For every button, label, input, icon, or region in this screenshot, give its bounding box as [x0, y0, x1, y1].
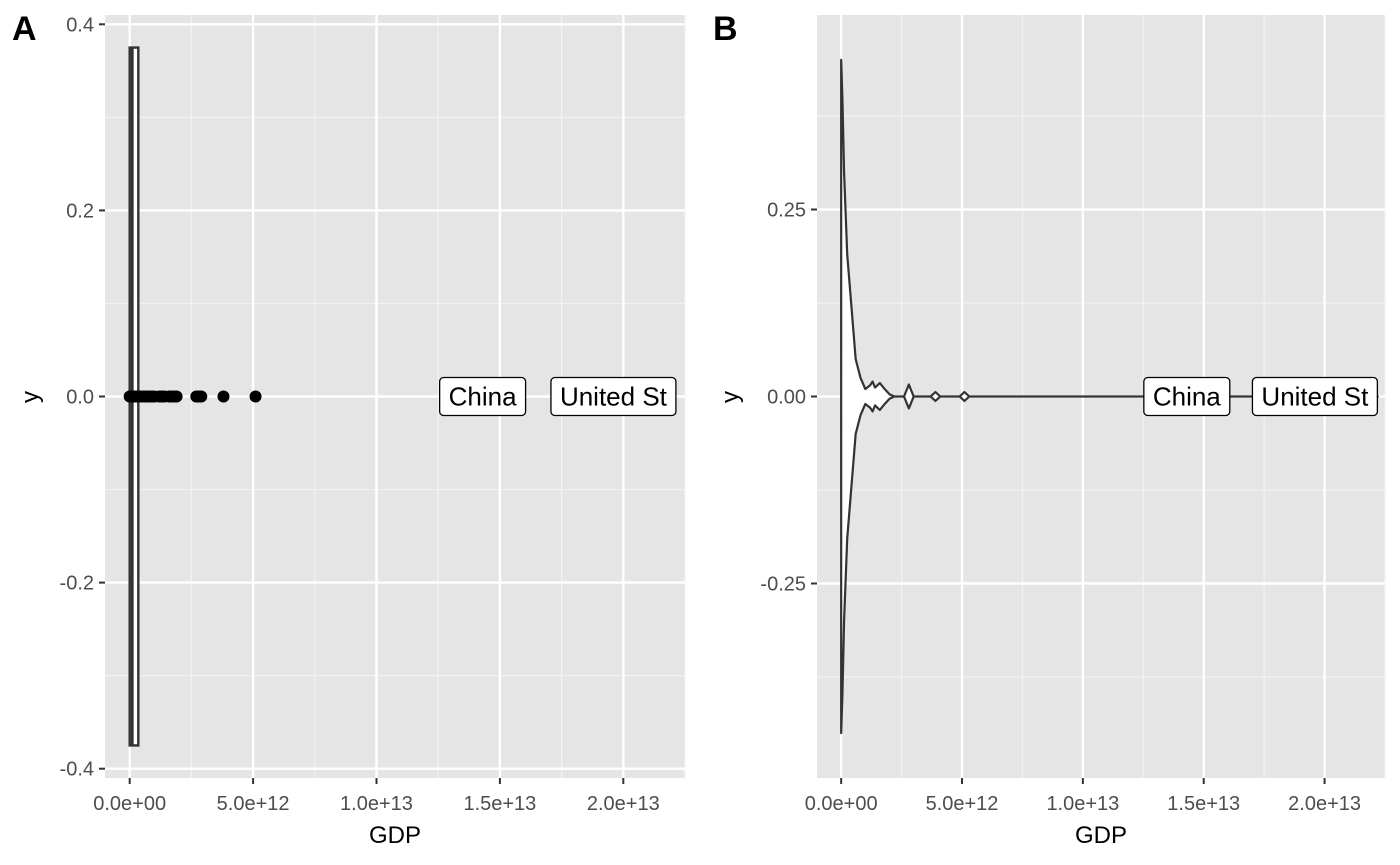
- y-tick-label: -0.4: [60, 759, 94, 781]
- panel-a-y-axis-title: y: [17, 391, 44, 403]
- x-tick-label: 1.5e+13: [1167, 793, 1240, 815]
- panel-a-tag: A: [12, 10, 37, 48]
- x-tick-label: 5.0e+12: [217, 793, 290, 815]
- data-point: [217, 390, 230, 403]
- x-tick-label: 0.0e+00: [93, 793, 166, 815]
- point-label-box: United St: [550, 376, 677, 417]
- y-tick-label: 0.2: [66, 200, 94, 222]
- panel-a-x-axis-title: GDP: [369, 822, 421, 849]
- data-point: [170, 390, 183, 403]
- data-point: [195, 390, 208, 403]
- point-label-frame: [438, 376, 527, 417]
- panel-a-point-labels: China United St: [438, 376, 677, 417]
- x-tick-label: 5.0e+12: [926, 793, 999, 815]
- panel-a-points: [123, 390, 262, 403]
- point-label-frame: [1143, 376, 1231, 417]
- y-tick-label: 0.4: [66, 14, 94, 36]
- point-label-text: China: [1153, 382, 1221, 412]
- point-label-box: China: [438, 376, 527, 417]
- panel-b-point-labels: China United St: [1143, 376, 1379, 417]
- y-tick-label: 0.0: [66, 387, 94, 409]
- panel-b: B China United St 0.25 0.00 -0.25 0.0e+00 5.…: [713, 10, 1386, 849]
- panel-b-x-axis-title: GDP: [1075, 822, 1127, 849]
- x-tick-label: 1.0e+13: [340, 793, 413, 815]
- x-tick-label: 1.0e+13: [1046, 793, 1119, 815]
- x-tick-label: 2.0e+13: [587, 793, 660, 815]
- point-label-text: China: [449, 382, 517, 412]
- x-tick-label: 0.0e+00: [805, 793, 878, 815]
- y-tick-label: 0.25: [767, 199, 806, 221]
- point-label-box: United St: [1251, 376, 1379, 417]
- panel-b-x-ticks: 0.0e+00 5.0e+12 1.0e+13 1.5e+13 2.0e+13: [805, 778, 1361, 815]
- point-label-frame: [1251, 376, 1379, 417]
- panel-a: A China United St 0.4 0.2 0.0 -0.2 -0.4 0.0e+…: [12, 10, 686, 849]
- panel-b-y-ticks: 0.25 0.00 -0.25: [760, 199, 817, 596]
- point-label-frame: [550, 376, 677, 417]
- y-tick-label: -0.2: [60, 573, 94, 595]
- panel-b-tag: B: [713, 10, 738, 48]
- x-tick-label: 2.0e+13: [1288, 793, 1361, 815]
- y-tick-label: 0.00: [767, 387, 806, 409]
- panel-b-y-axis-title: y: [717, 391, 744, 403]
- x-tick-label: 1.5e+13: [463, 793, 536, 815]
- panel-a-x-ticks: 0.0e+00 5.0e+12 1.0e+13 1.5e+13 2.0e+13: [93, 778, 660, 815]
- data-point: [249, 390, 262, 403]
- point-label-box: China: [1143, 376, 1231, 417]
- point-label-text: United St: [1261, 382, 1369, 412]
- y-tick-label: -0.25: [760, 574, 806, 596]
- point-label-text: United St: [560, 382, 668, 412]
- panel-a-y-ticks: 0.4 0.2 0.0 -0.2 -0.4: [60, 14, 105, 781]
